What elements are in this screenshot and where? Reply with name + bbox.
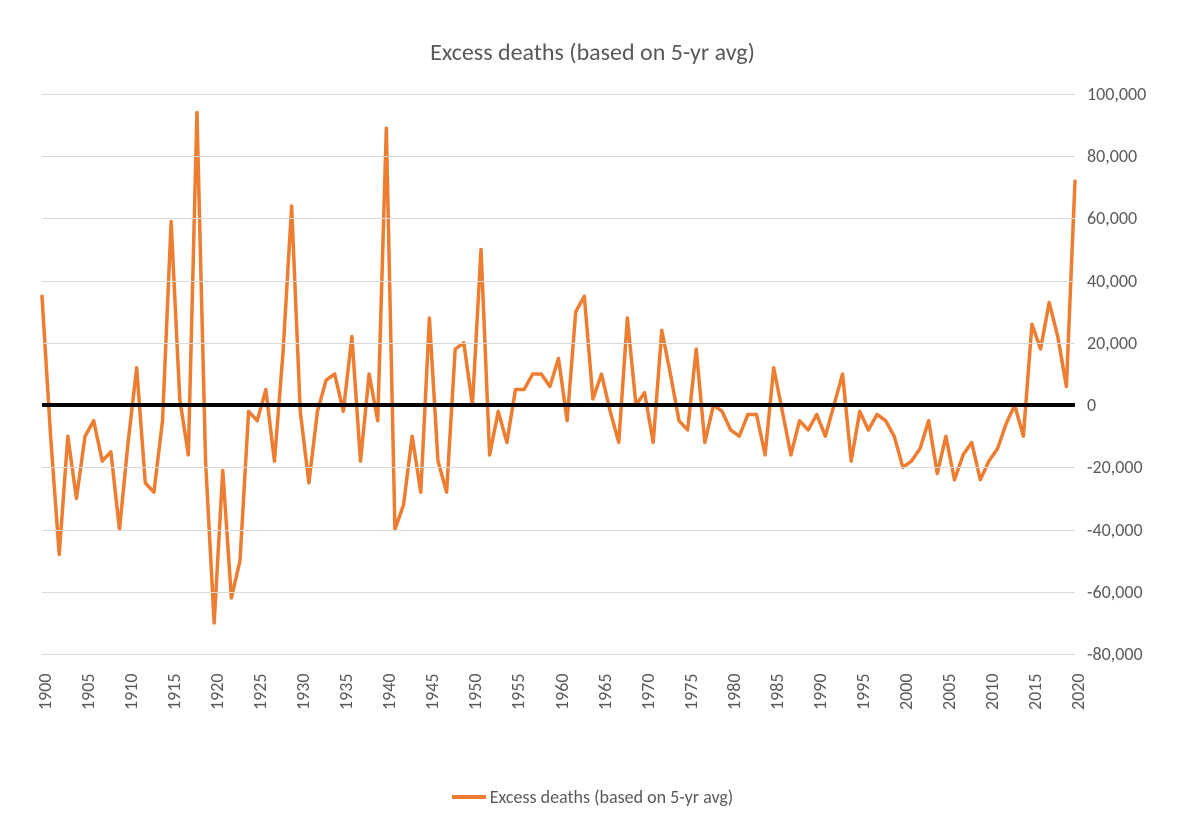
- x-tick-label: 1965: [594, 674, 616, 711]
- x-tick-label: 1915: [163, 674, 185, 711]
- x-tick-label: 1910: [120, 674, 142, 711]
- gridline: [42, 592, 1075, 593]
- x-tick-label: 1905: [77, 674, 99, 711]
- gridline: [42, 467, 1075, 468]
- y-tick-label: 60,000: [1087, 207, 1137, 229]
- gridline: [42, 218, 1075, 219]
- x-tick-label: 1955: [507, 674, 529, 711]
- series-path: [42, 113, 1075, 623]
- x-tick-label: 1930: [292, 674, 314, 711]
- x-tick-label: 1920: [206, 674, 228, 711]
- y-tick-label: -80,000: [1087, 643, 1143, 665]
- gridline: [42, 530, 1075, 531]
- y-tick-label: 0: [1087, 394, 1096, 416]
- gridline: [42, 94, 1075, 95]
- x-tick-label: 1985: [766, 674, 788, 711]
- gridline: [42, 343, 1075, 344]
- y-tick-label: 40,000: [1087, 270, 1137, 292]
- x-tick-label: 2010: [981, 674, 1003, 711]
- chart-title: Excess deaths (based on 5-yr avg): [0, 38, 1185, 67]
- series-line: [42, 94, 1075, 654]
- legend: Excess deaths (based on 5-yr avg): [0, 786, 1185, 808]
- x-tick-label: 2000: [895, 674, 917, 711]
- chart-container: Excess deaths (based on 5-yr avg) -80,00…: [0, 0, 1185, 837]
- y-tick-label: 100,000: [1087, 83, 1146, 105]
- zero-line: [42, 403, 1075, 407]
- x-tick-label: 1945: [421, 674, 443, 711]
- y-tick-label: -40,000: [1087, 519, 1143, 541]
- x-tick-label: 1990: [809, 674, 831, 711]
- y-tick-label: 80,000: [1087, 145, 1137, 167]
- x-tick-label: 2020: [1067, 674, 1089, 711]
- x-tick-label: 1970: [637, 674, 659, 711]
- x-tick-label: 1980: [723, 674, 745, 711]
- x-tick-label: 1940: [378, 674, 400, 711]
- gridline: [42, 156, 1075, 157]
- legend-label: Excess deaths (based on 5-yr avg): [490, 786, 734, 808]
- legend-swatch: [452, 795, 486, 799]
- x-tick-label: 1900: [34, 674, 56, 711]
- x-tick-label: 1975: [680, 674, 702, 711]
- x-tick-label: 1935: [335, 674, 357, 711]
- y-tick-label: 20,000: [1087, 332, 1137, 354]
- y-tick-label: -60,000: [1087, 581, 1143, 603]
- x-tick-label: 2005: [938, 674, 960, 711]
- gridline: [42, 654, 1075, 655]
- x-tick-label: 2015: [1024, 674, 1046, 711]
- x-tick-label: 1925: [249, 674, 271, 711]
- plot-area: [42, 94, 1075, 654]
- x-tick-label: 1950: [464, 674, 486, 711]
- y-tick-label: -20,000: [1087, 456, 1143, 478]
- x-tick-label: 1995: [852, 674, 874, 711]
- gridline: [42, 281, 1075, 282]
- x-tick-label: 1960: [551, 674, 573, 711]
